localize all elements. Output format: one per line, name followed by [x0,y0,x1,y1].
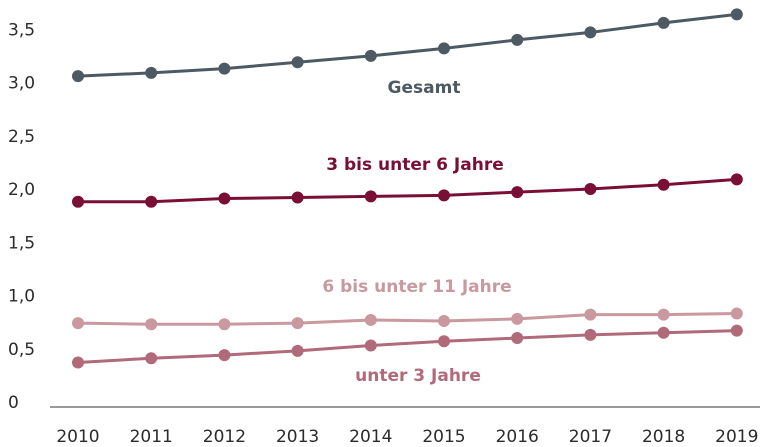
series-line [77,312,737,326]
data-point [145,66,158,79]
data-point [730,8,743,21]
x-tick-label: 2018 [642,427,685,447]
data-point [511,312,524,325]
series-line [77,329,737,365]
x-tick-label: 2019 [715,427,758,447]
data-point [364,339,377,352]
x-tick-label: 2016 [496,427,539,447]
data-point [438,42,450,55]
data-point [145,318,158,331]
data-point [291,317,304,330]
data-point [364,49,377,62]
x-tick-label: 2017 [569,427,612,447]
data-point [364,313,377,326]
data-point [438,315,450,328]
data-point [364,190,377,203]
data-point [657,326,670,339]
data-point [218,192,231,205]
series-label: Gesamt [388,78,461,98]
data-point [145,195,158,208]
data-point [72,356,84,369]
x-tick-label: 2013 [276,427,319,447]
series-line [77,12,737,78]
y-tick-label: 2,0 [8,180,35,200]
data-point [291,344,304,357]
y-tick-label: 0 [8,393,19,413]
data-point [730,307,743,320]
data-point [657,308,670,321]
data-point [584,26,597,39]
data-point [145,352,158,365]
y-tick-label: 1,5 [8,233,35,253]
data-point [291,56,304,69]
y-tick-label: 3,5 [8,20,35,40]
data-point [730,173,743,186]
data-point [584,308,597,321]
data-point [657,178,670,191]
x-tick-label: 2012 [203,427,246,447]
series-label: 6 bis unter 11 Jahre [322,277,511,297]
data-point [511,332,524,345]
data-point [438,335,450,348]
data-point [511,186,524,199]
data-point [218,62,231,75]
series-label: unter 3 Jahre [355,366,481,386]
series-label: 3 bis unter 6 Jahre [326,155,504,175]
y-tick-label: 0,5 [8,340,35,360]
data-point [72,195,84,208]
data-point [730,324,743,337]
y-tick-label: 3,0 [8,74,35,94]
y-tick-label: 1,0 [8,287,35,307]
y-tick-label: 2,5 [8,127,35,147]
data-point [511,33,524,46]
data-point [72,70,84,83]
x-tick-label: 2010 [56,427,99,447]
x-tick-label: 2011 [130,427,173,447]
data-point [584,328,597,341]
data-point [291,191,304,204]
data-point [218,349,231,362]
data-point [218,318,231,331]
data-point [657,16,670,29]
data-point [438,189,450,202]
data-point [584,182,597,195]
x-tick-label: 2014 [349,427,392,447]
series-line [78,177,737,204]
data-point [72,317,84,330]
x-tick-label: 2015 [422,427,465,447]
